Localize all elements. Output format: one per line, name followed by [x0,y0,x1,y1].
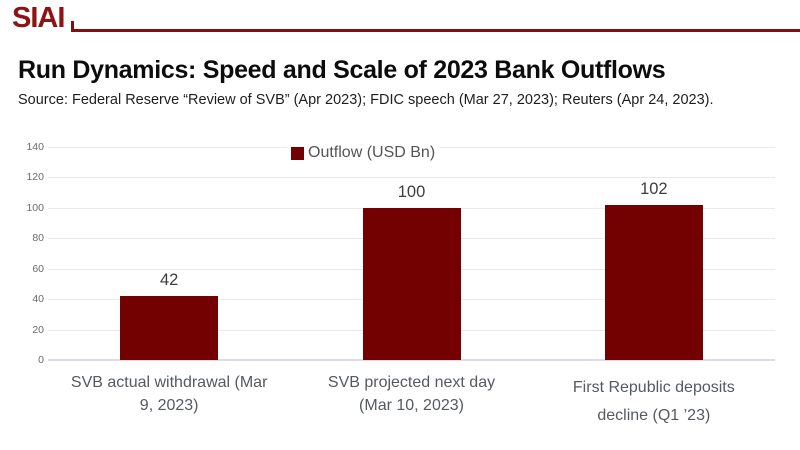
y-tick-label: 100 [26,201,44,214]
category-label: SVB projected next day (Mar 10, 2023) [327,374,496,415]
bar-value-label: 100 [397,182,426,201]
brand-rule [74,29,800,32]
legend-swatch-icon [291,146,304,160]
gridline [48,177,775,179]
y-tick-label: 20 [32,323,44,336]
brand-rule-tick [71,21,74,32]
legend-label: Outflow (USD Bn) [308,144,436,161]
category-label: SVB actual withdrawal (Mar 9, 2023) [70,374,268,415]
y-tick-label: 80 [32,232,44,245]
y-tick-label: 0 [38,354,44,366]
x-axis-baseline [48,359,775,361]
bar-value-label: 42 [159,271,179,290]
bar-value-label: 102 [640,179,668,198]
bar-1 [120,296,219,360]
y-tick-label: 120 [26,171,44,184]
legend: Outflow (USD Bn) [287,144,440,162]
y-tick-label: 60 [32,262,44,275]
y-tick-label: 40 [32,293,44,306]
bar-2 [362,207,461,360]
siai-logo: SIAI [12,2,65,34]
page-title: Run Dynamics: Speed and Scale of 2023 Ba… [18,56,666,84]
category-label: First Republic deposits decline (Q1 ’23) [572,379,735,424]
bar-3 [604,204,703,360]
source-note: Source: Federal Reserve “Review of SVB” … [18,92,714,108]
y-tick-label: 140 [26,141,44,153]
